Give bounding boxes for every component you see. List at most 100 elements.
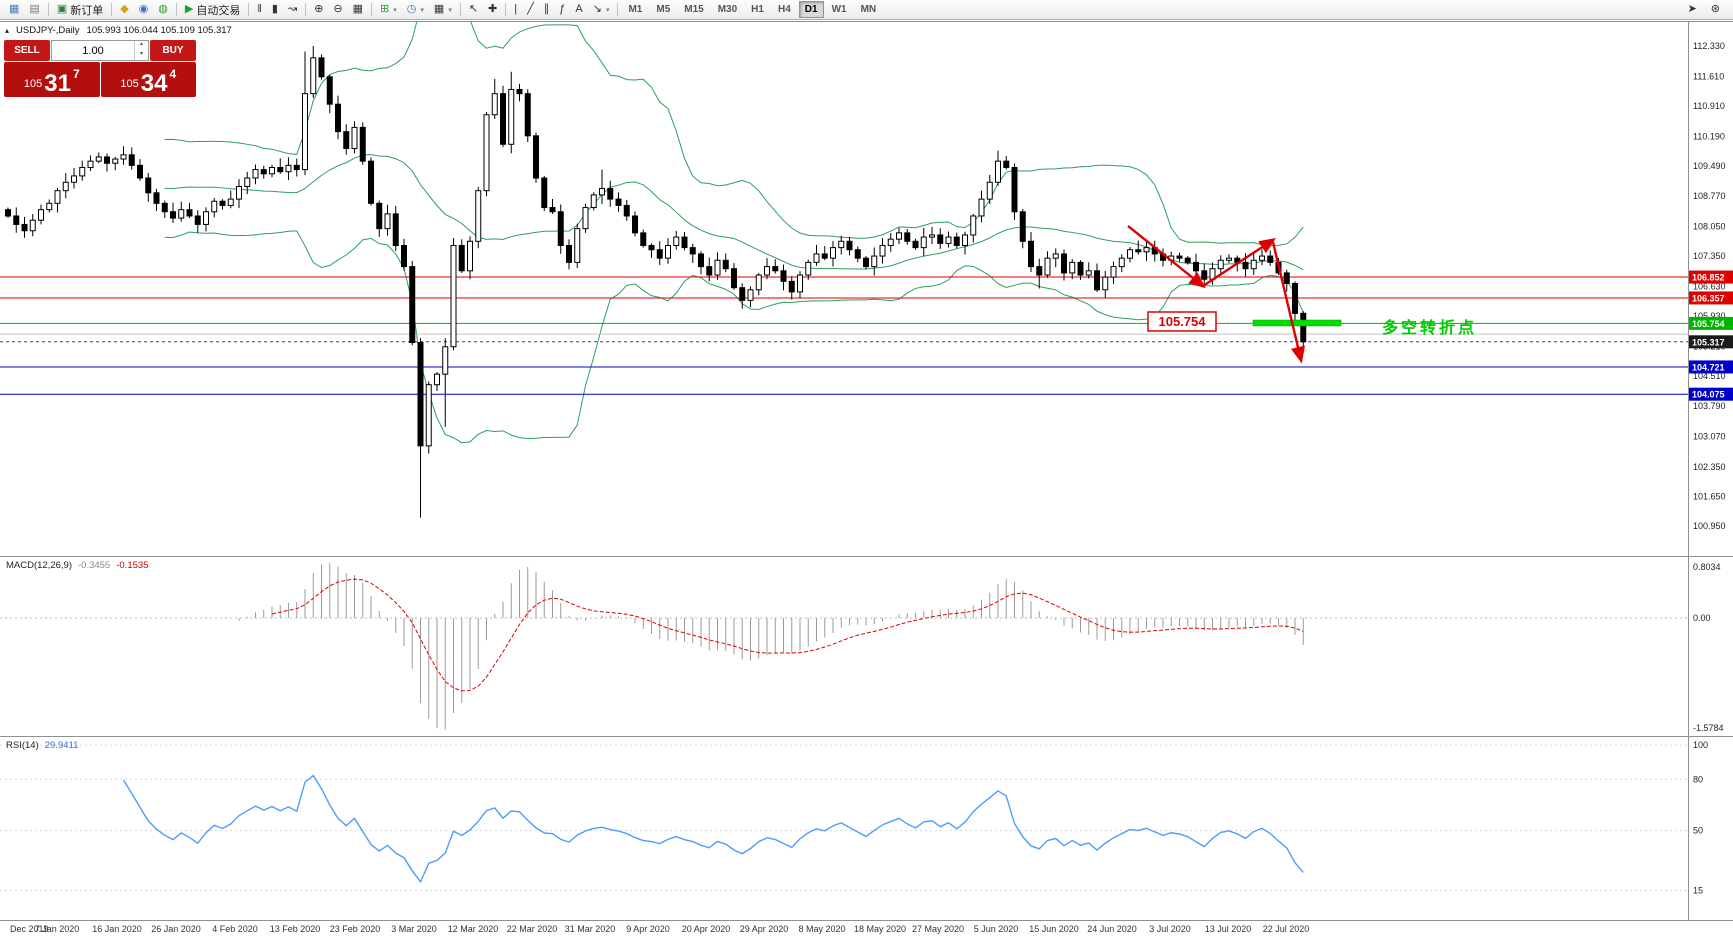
market-watch-icon: ◆	[120, 3, 129, 15]
text-button[interactable]: A	[570, 0, 587, 20]
sell-price-button[interactable]: 105 31 7	[4, 62, 100, 97]
turning-point-highlight-bar[interactable]	[1252, 319, 1342, 327]
toolbar-separator	[617, 3, 619, 16]
chevron-down-icon: ▾	[605, 6, 610, 14]
price-label	[1689, 335, 1733, 349]
svg-text:104.721: 104.721	[1692, 362, 1725, 372]
svg-text:3 Mar 2020: 3 Mar 2020	[391, 924, 437, 934]
market-watch-button[interactable]: ◆	[115, 0, 133, 20]
macd-signal-value: -0.1535	[116, 560, 149, 571]
community-button[interactable]: ⊛	[1706, 0, 1725, 20]
crosshair-icon: ✚	[488, 3, 498, 15]
timeframe-mn[interactable]: MN	[860, 4, 877, 15]
svg-text:108.050: 108.050	[1693, 222, 1726, 232]
rsi-line	[122, 774, 1304, 884]
price-label	[1689, 360, 1733, 374]
timeframe-h1[interactable]: H1	[751, 4, 764, 15]
lot-size-input[interactable]	[52, 41, 134, 60]
periods-button[interactable]: ◷ ▾	[402, 0, 429, 20]
buy-button[interactable]: BUY	[150, 40, 196, 61]
bar-chart-button[interactable]: ǁ	[252, 0, 267, 20]
community-icon: ⊛	[1710, 3, 1720, 15]
vertical-line-button[interactable]: |	[509, 0, 522, 20]
ask-big-digits: 34	[140, 70, 168, 97]
timeframe-m15[interactable]: M15	[684, 4, 704, 15]
crosshair-button[interactable]: ✚	[483, 0, 502, 20]
trend-arrow[interactable]	[1271, 241, 1305, 364]
zoom-out-button[interactable]: ⊖	[328, 0, 347, 20]
tile-windows-button[interactable]: ▦	[348, 0, 368, 20]
trend-arrow[interactable]	[1202, 238, 1277, 288]
lot-decrease-icon[interactable]: ▾	[139, 50, 143, 57]
svg-text:8 May 2020: 8 May 2020	[798, 924, 845, 934]
templates-button[interactable]: ▦ ▾	[429, 0, 457, 20]
svg-text:-1.5784: -1.5784	[1693, 723, 1724, 733]
channel-icon: ∥	[543, 3, 550, 15]
svg-text:7 Jan 2020: 7 Jan 2020	[35, 924, 80, 934]
svg-text:18 May 2020: 18 May 2020	[854, 924, 906, 934]
channel-button[interactable]: ∥	[539, 0, 555, 20]
trendline-icon: ╱	[527, 3, 534, 15]
svg-text:24 Jun 2020: 24 Jun 2020	[1087, 924, 1137, 934]
new-order-button[interactable]: ▣ 新订单	[52, 0, 108, 20]
sell-button[interactable]: SELL	[4, 40, 50, 61]
toolbar-separator	[248, 3, 250, 16]
zoom-in-button[interactable]: ⊕	[309, 0, 328, 20]
quick-nav-button[interactable]: ➤	[1683, 0, 1702, 20]
zoom-out-icon: ⊖	[333, 3, 343, 15]
autotrading-label: 自动交易	[196, 4, 241, 17]
svg-text:5 Jun 2020: 5 Jun 2020	[974, 924, 1019, 934]
ohlc-values: 105.993 106.044 105.109 105.317	[86, 25, 232, 36]
indicators-icon: ⊞	[380, 3, 390, 15]
timeframe-w1[interactable]: W1	[831, 4, 847, 15]
bollinger-middle-band	[164, 154, 1304, 271]
symbol-period-label: USDJPY-,Daily	[16, 25, 80, 36]
chevron-down-icon: ▾	[448, 6, 452, 14]
autotrading-button[interactable]: ▶ 自动交易	[180, 0, 245, 20]
svg-text:Dec 2019: Dec 2019	[10, 924, 49, 934]
new-chart-button[interactable]: ▦	[4, 0, 24, 20]
navigator-button[interactable]: ◍	[153, 0, 173, 20]
chart-profiles-button[interactable]: ▤	[24, 0, 44, 20]
bid-big-digits: 31	[44, 70, 71, 97]
data-window-icon: ◉	[138, 3, 149, 15]
svg-text:105.754: 105.754	[1692, 319, 1725, 329]
svg-text:31 Mar 2020: 31 Mar 2020	[565, 924, 616, 934]
timeframe-m30[interactable]: M30	[717, 4, 738, 15]
trend-arrow[interactable]	[1127, 225, 1206, 289]
rsi-panel: 100 80 50 15	[0, 740, 1708, 895]
new-order-icon: ▣	[56, 3, 68, 15]
chart-ohlc-header: ▴ USDJPY-,Daily 105.993 106.044 105.109 …	[5, 25, 232, 36]
timeframe-m5[interactable]: M5	[656, 4, 671, 15]
indicators-button[interactable]: ⊞ ▾	[375, 0, 402, 20]
svg-text:108.770: 108.770	[1693, 191, 1726, 201]
svg-text:50: 50	[1693, 826, 1703, 836]
price-flag-box[interactable]	[1147, 311, 1217, 332]
svg-text:13 Jul 2020: 13 Jul 2020	[1205, 924, 1252, 934]
navigator-icon: ◍	[158, 3, 168, 15]
timeframe-m1[interactable]: M1	[628, 4, 643, 15]
trendline-button[interactable]: ╱	[522, 0, 539, 20]
turning-point-note[interactable]: 多空转折点	[1382, 318, 1477, 337]
line-chart-button[interactable]: ↝	[283, 0, 302, 20]
fibonacci-button[interactable]: ƒ	[554, 0, 570, 20]
svg-text:16 Jan 2020: 16 Jan 2020	[92, 924, 142, 934]
buy-price-button[interactable]: 105 34 4	[100, 62, 196, 97]
chevron-down-icon: ▾	[420, 6, 424, 14]
svg-text:4 Feb 2020: 4 Feb 2020	[212, 924, 258, 934]
arrows-button[interactable]: ↘ ▾	[588, 0, 615, 20]
bollinger-upper-band	[164, 22, 1304, 247]
price-flag-text: 105.754	[1159, 314, 1207, 329]
svg-text:109.490: 109.490	[1693, 161, 1726, 171]
cursor-button[interactable]: ↖	[464, 0, 483, 20]
lot-increase-icon[interactable]: ▴	[139, 41, 143, 47]
svg-text:9 Apr 2020: 9 Apr 2020	[626, 924, 670, 934]
data-window-button[interactable]: ◉	[134, 0, 154, 20]
collapse-trade-panel-icon[interactable]: ▴	[5, 26, 10, 35]
candlestick-chart-button[interactable]: ▮	[267, 0, 283, 20]
timeframe-d1[interactable]: D1	[798, 1, 824, 18]
timeframe-h4[interactable]: H4	[777, 4, 791, 15]
templates-icon: ▦	[433, 3, 445, 15]
new-order-label: 新订单	[70, 4, 104, 17]
